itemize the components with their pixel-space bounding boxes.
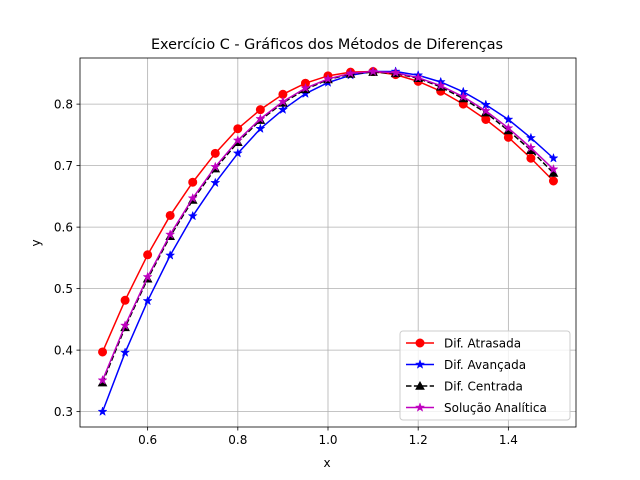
data-point [165, 229, 176, 239]
legend-marker [415, 380, 425, 390]
x-tick-label: 1.0 [318, 433, 337, 447]
data-point [232, 147, 243, 158]
legend-item: Dif. Atrasada [406, 336, 521, 350]
y-tick-label: 0.4 [54, 343, 73, 357]
legend-label: Dif. Atrasada [444, 336, 521, 350]
series-layer [97, 66, 559, 416]
data-point [187, 210, 198, 221]
data-point [143, 250, 153, 260]
data-point [165, 250, 176, 260]
data-point [277, 104, 289, 114]
data-point [165, 210, 175, 220]
data-point [548, 152, 559, 163]
data-point [142, 271, 153, 282]
data-point [188, 177, 198, 187]
data-point [503, 122, 514, 133]
data-point [277, 96, 289, 107]
legend-marker [414, 359, 426, 369]
y-tick-label: 0.3 [54, 405, 73, 419]
data-point [481, 115, 491, 124]
data-point [97, 374, 108, 385]
y-tick-label: 0.7 [54, 159, 73, 173]
legend-box [399, 330, 571, 421]
x-tick-label: 0.8 [228, 433, 247, 447]
data-point [525, 142, 537, 153]
data-point [119, 347, 131, 357]
data-point [120, 295, 130, 305]
data-point [435, 80, 446, 91]
legend: Dif. Atrasada Dif. Avançada Dif. Centrada S… [399, 330, 571, 421]
y-tick-label: 0.6 [54, 220, 73, 234]
data-point [480, 105, 491, 116]
data-point [413, 72, 424, 83]
y-tick-label: 0.8 [54, 97, 73, 111]
y-tick-label: 0.5 [54, 282, 73, 296]
chart-title: Exercício C - Gráficos dos Métodos de Di… [151, 37, 503, 53]
legend-marker [414, 402, 426, 412]
y-axis-label: y [29, 239, 43, 246]
data-point [98, 347, 108, 357]
x-tick-label: 1.4 [499, 433, 518, 447]
data-point [210, 177, 221, 188]
legend-label: Dif. Avançada [444, 358, 526, 372]
data-point [548, 163, 559, 174]
data-point [300, 82, 311, 93]
data-point [255, 105, 265, 115]
data-point [525, 132, 537, 143]
data-point [322, 73, 334, 84]
data-point [255, 123, 266, 134]
legend-marker [415, 338, 425, 348]
data-point [548, 176, 558, 186]
x-tick-label: 1.2 [409, 433, 428, 447]
data-point [97, 406, 108, 416]
legend-item: Dif. Avançada [406, 358, 526, 372]
series-3 [97, 66, 559, 385]
x-axis-label: x [323, 456, 330, 470]
data-point [390, 67, 401, 78]
data-point [210, 148, 220, 158]
data-point [503, 114, 514, 124]
data-point [367, 66, 379, 76]
legend-item: Solução Analítica [406, 401, 547, 415]
data-point [119, 320, 131, 330]
data-point [458, 91, 469, 102]
data-point [233, 124, 243, 134]
data-point [255, 113, 266, 124]
x-tick-label: 0.6 [138, 433, 157, 447]
data-point [187, 192, 198, 203]
legend-label: Solução Analítica [444, 401, 547, 415]
data-point [142, 295, 153, 306]
data-point [232, 135, 243, 145]
ticks: 0.6 0.8 1.0 1.2 1.4 0.3 0.4 0.5 0.6 0.7 0.8 [54, 97, 518, 447]
data-point [503, 132, 513, 142]
legend-item: Dif. Centrada [406, 379, 523, 393]
data-point [210, 161, 221, 172]
legend-label: Dif. Centrada [444, 379, 523, 393]
data-point [345, 68, 356, 78]
data-point [526, 153, 536, 163]
